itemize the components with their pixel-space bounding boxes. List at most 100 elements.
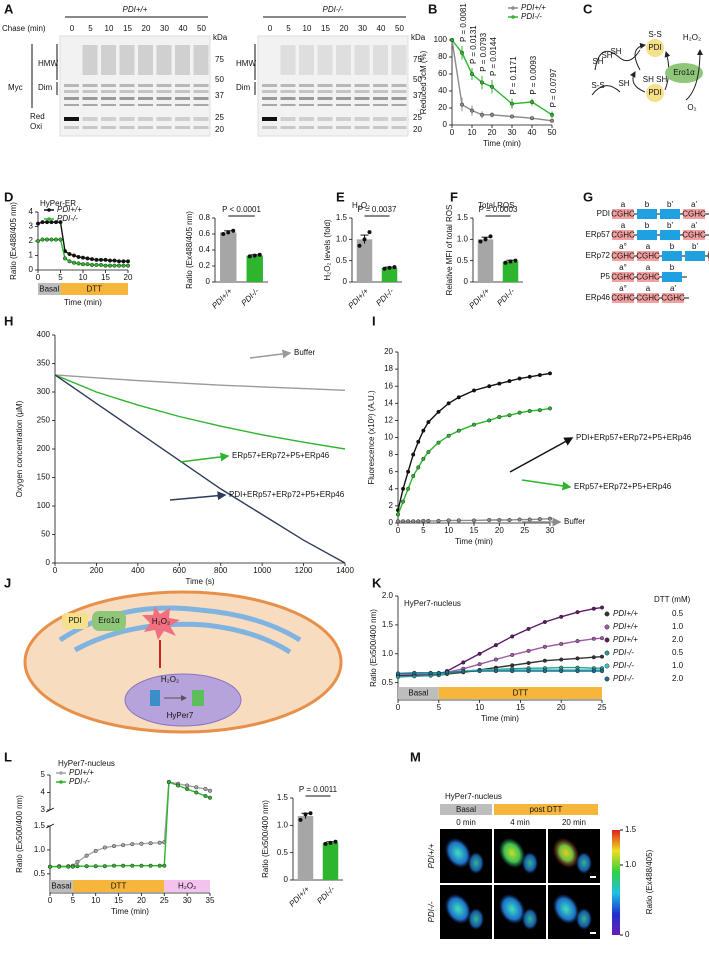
protein-name: ERp57 <box>586 230 611 239</box>
data-point <box>157 863 162 868</box>
data-point <box>107 258 112 263</box>
panel-label: J <box>4 575 11 590</box>
band <box>156 104 172 106</box>
band <box>299 90 314 93</box>
x-tick-label: 600 <box>173 566 187 575</box>
x-tick-label: 5 <box>71 896 76 905</box>
band <box>82 104 98 106</box>
band <box>156 84 172 87</box>
data-point <box>98 262 103 267</box>
band <box>262 84 277 87</box>
y-tick-label: 16 <box>384 381 393 390</box>
p-value: P = 0.0793 <box>479 32 488 71</box>
x-tick-label: 15 <box>114 896 123 905</box>
x-tick-label: 1200 <box>295 566 313 575</box>
genotype-label: PDI-/- <box>323 5 344 14</box>
replicate-dot <box>392 265 397 270</box>
y-tick-label: 3 <box>41 805 46 814</box>
data-point <box>194 790 199 795</box>
unit-label: kDa <box>213 33 228 42</box>
data-point <box>94 262 99 267</box>
band <box>138 90 153 93</box>
legend-label: PDI-/- <box>69 777 90 786</box>
domain-label: a° <box>619 242 627 251</box>
domain <box>637 209 657 219</box>
data-point <box>421 518 426 523</box>
data-point <box>421 456 426 461</box>
band <box>373 126 388 129</box>
y-tick-label: 0.5 <box>34 869 46 878</box>
data-point <box>116 263 121 268</box>
legend-label: PDI-/- <box>613 648 634 657</box>
legend-dose: 2.0 <box>672 635 684 644</box>
data-point <box>93 848 98 853</box>
data-point <box>461 660 466 665</box>
y-tick-label: 0 <box>443 120 448 129</box>
x-tick-label: 15 <box>516 703 525 712</box>
band <box>175 45 190 75</box>
domain-label: a° <box>619 284 627 293</box>
data-point <box>45 237 50 242</box>
band <box>317 84 333 87</box>
data-point <box>470 71 475 76</box>
domain <box>612 209 634 219</box>
panel-label: M <box>410 749 421 764</box>
diagram-label: PDI <box>68 616 81 625</box>
x-tick-label: 5 <box>58 273 63 282</box>
p-value: P = 0.1171 <box>509 56 518 95</box>
annotation-arrow <box>521 479 572 491</box>
replicate-dot <box>382 266 387 271</box>
y-tick-label: 1.5 <box>457 213 469 222</box>
lane-label: 15 <box>321 24 330 33</box>
data-point <box>591 669 596 674</box>
data-point <box>456 518 461 523</box>
band <box>156 126 172 129</box>
lane-label: 10 <box>105 24 114 33</box>
data-point <box>125 259 130 264</box>
data-point <box>121 863 126 868</box>
y-tick-label: 100 <box>434 35 448 44</box>
bar <box>477 239 494 282</box>
data-point <box>80 255 85 260</box>
domain-label: a <box>646 284 651 293</box>
data-point <box>103 257 108 262</box>
data-point <box>85 262 90 267</box>
marker-label: 20 <box>215 125 224 134</box>
diagram-label: Ero1α <box>98 616 120 625</box>
domain <box>660 209 680 219</box>
x-tick-label: 20 <box>137 896 146 905</box>
band <box>299 126 314 129</box>
band <box>64 84 79 87</box>
data-point <box>510 114 515 119</box>
data-point <box>537 408 542 413</box>
x-tick-label: 800 <box>214 566 228 575</box>
x-tick-label: 15 <box>101 273 110 282</box>
data-point <box>600 636 605 641</box>
h2o2-burst <box>142 606 180 640</box>
lane-label: 10 <box>303 24 312 33</box>
legend-label: PDI+/+ <box>57 205 82 214</box>
data-point <box>426 420 431 425</box>
domain-label: b <box>670 263 675 272</box>
legend-marker <box>604 650 610 656</box>
band <box>336 90 351 93</box>
data-point <box>507 413 512 418</box>
motif-label: CGHC <box>682 210 706 219</box>
series-label: ERp57+ERp72+P5+ERp46 <box>574 482 672 491</box>
legend-label: PDI-/- <box>613 674 634 683</box>
data-point <box>548 406 553 411</box>
band <box>299 104 314 106</box>
marker-label: 50 <box>413 75 422 84</box>
data-point <box>550 118 555 123</box>
band <box>64 97 79 100</box>
data-point <box>406 519 411 524</box>
cell-image <box>552 837 580 869</box>
band <box>391 45 407 75</box>
panel-label: K <box>372 575 382 590</box>
data-point <box>490 84 495 89</box>
legend-label: PDI-/- <box>57 214 78 223</box>
domain <box>662 272 682 282</box>
data-point <box>76 254 81 259</box>
chase-label: Chase (min) <box>2 24 46 33</box>
